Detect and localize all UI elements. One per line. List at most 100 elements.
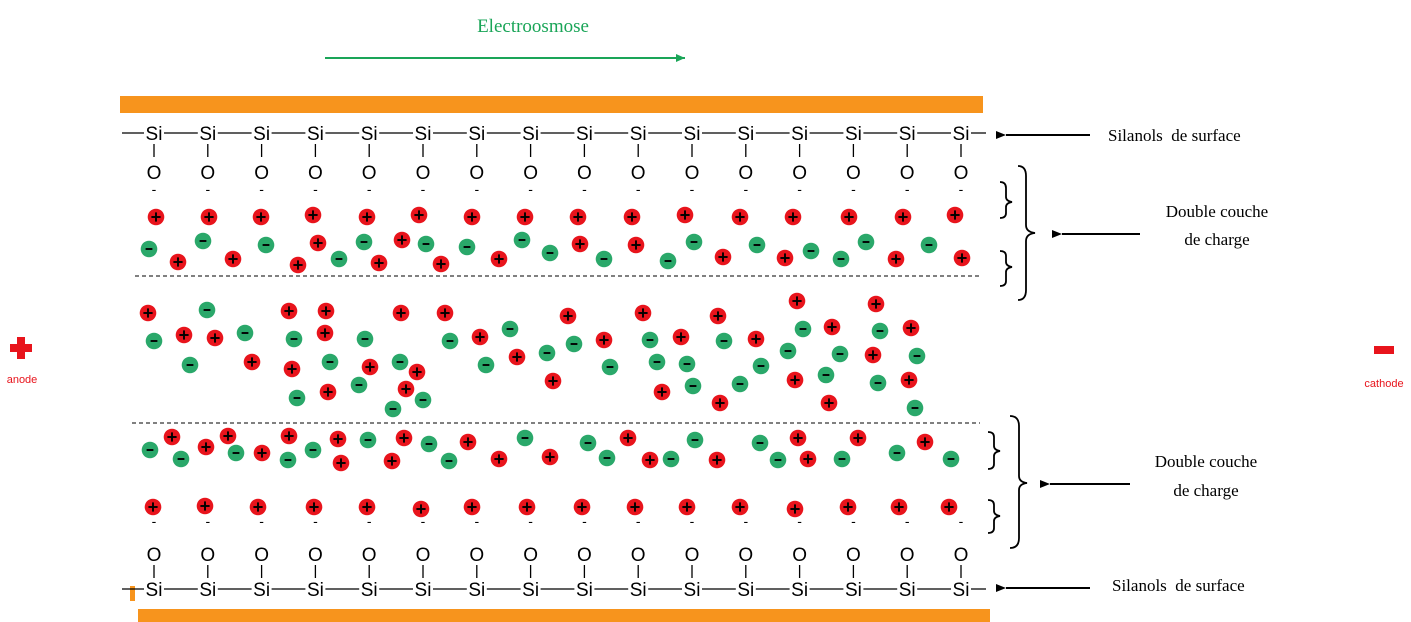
oxygen-atom: O <box>200 545 215 566</box>
si-atom: Si <box>415 580 432 601</box>
si-atom-bg <box>197 578 218 600</box>
cathode-label: cathode <box>1364 378 1403 390</box>
cation-icon <box>786 371 804 389</box>
cation-icon <box>329 430 347 448</box>
oxygen-atom: O <box>523 545 538 566</box>
negative-charge: - <box>636 513 641 529</box>
si-atom: Si <box>361 124 378 145</box>
negative-charge: - <box>313 513 318 529</box>
cation-icon <box>788 292 806 310</box>
silanol-chain-top: SiO-SiO-SiO-SiO-SiO-SiO-SiO-SiO-SiO-SiO-… <box>122 122 986 197</box>
si-atom: Si <box>953 124 970 145</box>
anion-icon <box>817 366 835 384</box>
anion-icon <box>350 376 368 394</box>
anode-plus-icon <box>10 337 32 359</box>
anion-icon <box>659 252 677 270</box>
cation-icon <box>619 429 637 447</box>
cation-icon <box>839 498 857 516</box>
anion-icon <box>598 449 616 467</box>
cation-icon <box>820 394 838 412</box>
si-atom: Si <box>468 124 485 145</box>
oxygen-atom: O <box>469 163 484 184</box>
si-atom: Si <box>307 580 324 601</box>
anion-icon <box>513 231 531 249</box>
cathode-minus-icon <box>1374 346 1394 354</box>
cation-icon <box>289 256 307 274</box>
anion-icon <box>141 441 159 459</box>
oxygen-atom: O <box>308 163 323 184</box>
cation-icon <box>571 235 589 253</box>
cation-icon <box>332 454 350 472</box>
cation-icon <box>243 353 261 371</box>
cation-icon <box>516 208 534 226</box>
cation-icon <box>840 208 858 226</box>
si-atom: Si <box>307 124 324 145</box>
cation-icon <box>747 330 765 348</box>
oxygen-atom: O <box>900 163 915 184</box>
cation-icon <box>408 363 426 381</box>
anion-icon <box>794 320 812 338</box>
anion-icon <box>321 353 339 371</box>
negative-charge: - <box>259 513 264 529</box>
cation-icon <box>789 429 807 447</box>
anion-icon <box>477 356 495 374</box>
cation-icon <box>317 302 335 320</box>
anion-icon <box>908 347 926 365</box>
oxygen-atom: O <box>308 545 323 566</box>
oxygen-atom: O <box>846 163 861 184</box>
cation-icon <box>849 429 867 447</box>
si-atom-bg <box>682 578 702 600</box>
negative-charge: - <box>905 181 910 197</box>
si-atom-bg <box>735 122 756 144</box>
cation-icon <box>799 450 817 468</box>
anion-icon <box>662 450 680 468</box>
anion-icon <box>888 444 906 462</box>
anion-icon <box>857 233 875 251</box>
cation-icon <box>823 318 841 336</box>
cation-icon <box>144 498 162 516</box>
si-atom-bg <box>305 578 326 600</box>
negative-charge: - <box>690 181 695 197</box>
si-atom-bg <box>197 122 218 144</box>
cation-icon <box>714 248 732 266</box>
anion-icon <box>304 441 322 459</box>
cation-icon <box>634 304 652 322</box>
negative-charge: - <box>959 181 964 197</box>
brace-bottom-inner-2 <box>987 499 1001 534</box>
cation-icon <box>518 498 536 516</box>
si-atom: Si <box>684 580 701 601</box>
cation-icon <box>867 295 885 313</box>
cation-icon <box>252 208 270 226</box>
si-atom: Si <box>361 580 378 601</box>
negative-charge: - <box>797 181 802 197</box>
si-atom-bg <box>466 578 487 600</box>
anion-icon <box>942 450 960 468</box>
si-atom-bg <box>574 578 595 600</box>
cation-icon <box>471 328 489 346</box>
si-atom: Si <box>522 580 539 601</box>
cation-icon <box>436 304 454 322</box>
anion-icon <box>140 240 158 258</box>
oxygen-atom: O <box>631 163 646 184</box>
cation-icon <box>397 380 415 398</box>
cation-icon <box>459 433 477 451</box>
si-atom-bg <box>951 122 971 144</box>
anion-icon <box>565 335 583 353</box>
cation-icon <box>358 498 376 516</box>
negative-charge: - <box>152 181 157 197</box>
si-atom-bg <box>628 122 649 144</box>
negative-charge: - <box>421 181 426 197</box>
anion-icon <box>257 236 275 254</box>
oxygen-atom: O <box>900 545 915 566</box>
anion-icon <box>832 250 850 268</box>
brace-top-inner-1 <box>999 181 1013 219</box>
cation-icon <box>219 427 237 445</box>
oxygen-atom: O <box>416 545 431 566</box>
si-atom: Si <box>630 580 647 601</box>
anion-icon <box>731 375 749 393</box>
cation-icon <box>946 206 964 224</box>
cation-icon <box>784 208 802 226</box>
cation-icon <box>147 208 165 226</box>
oxygen-atom: O <box>577 163 592 184</box>
